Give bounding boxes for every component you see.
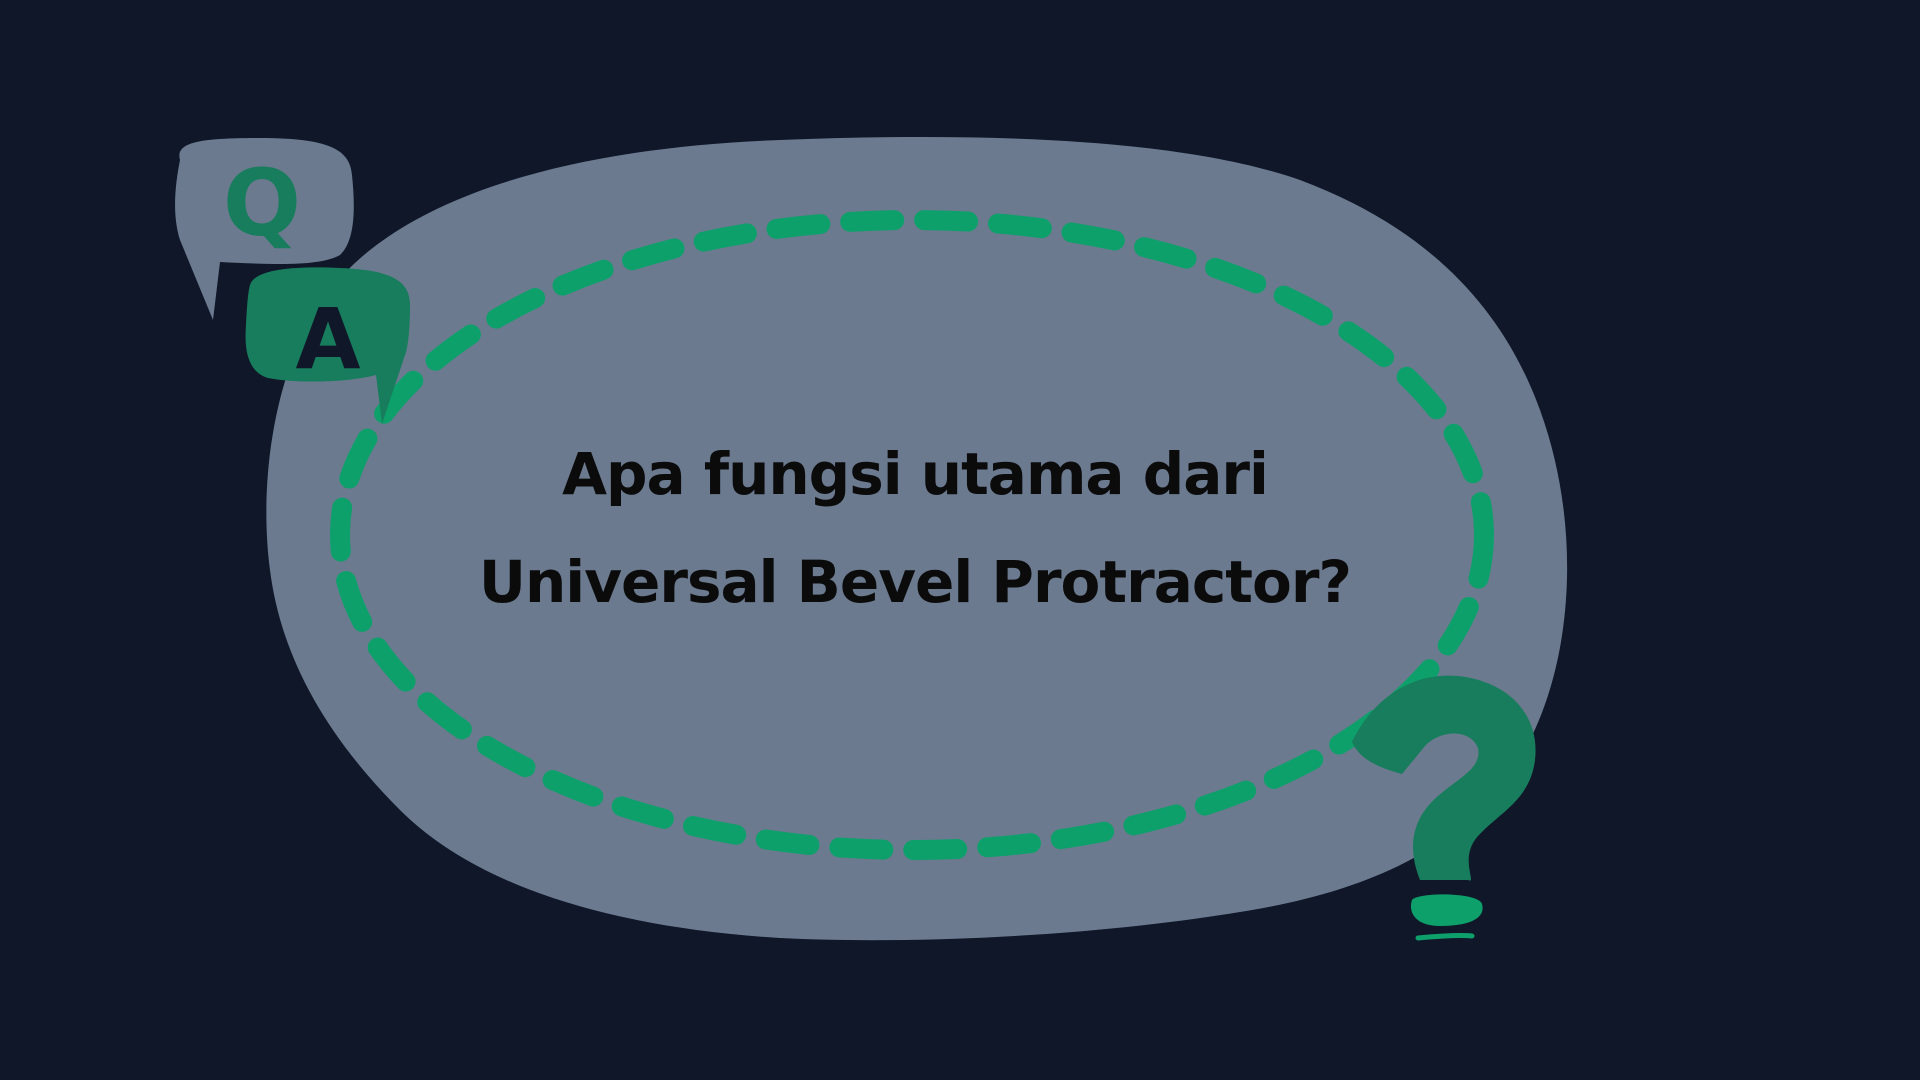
a-letter: A — [295, 290, 360, 388]
question-line-1: Apa fungsi utama dari — [562, 440, 1269, 508]
a-bubble-icon: A — [245, 267, 410, 424]
question-text: Apa fungsi utama dari Universal Bevel Pr… — [360, 420, 1470, 636]
question-line-2: Universal Bevel Protractor? — [478, 548, 1352, 616]
q-bubble-icon: Q — [175, 138, 354, 320]
dashed-border — [330, 210, 1494, 860]
question-mark-icon — [1352, 675, 1536, 941]
bubble-shape — [266, 136, 1568, 941]
q-letter: Q — [223, 150, 301, 257]
